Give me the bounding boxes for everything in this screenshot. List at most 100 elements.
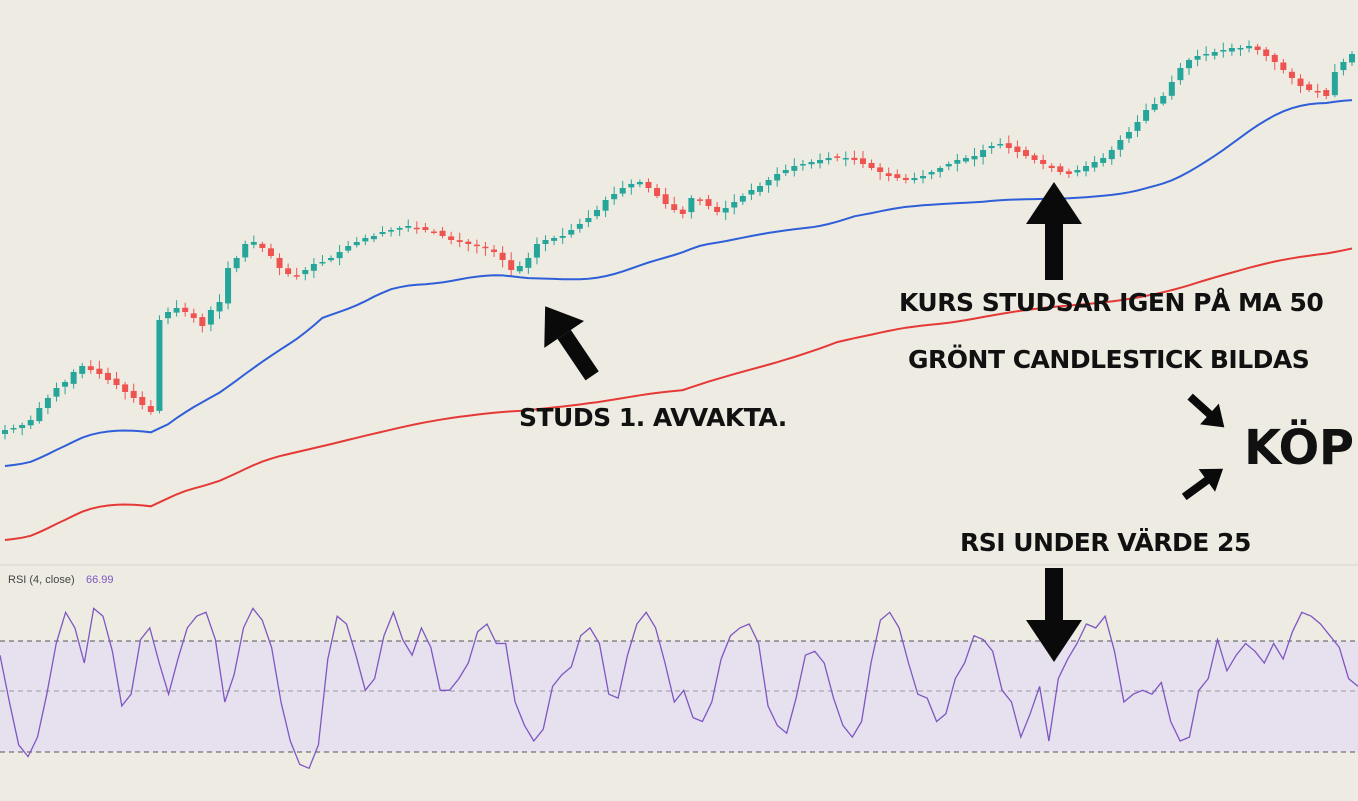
candle-body xyxy=(465,241,472,244)
candle-body xyxy=(87,366,94,370)
candle-body xyxy=(319,262,326,264)
annotation-kop: KÖP xyxy=(1244,419,1354,476)
candle-body xyxy=(328,258,335,261)
candle-body xyxy=(388,230,395,232)
candle-body xyxy=(748,190,755,195)
candle-body xyxy=(104,372,111,380)
candle-body xyxy=(216,302,223,312)
candle-body xyxy=(962,158,969,162)
candle-body xyxy=(405,226,412,228)
candle-body xyxy=(542,240,549,245)
candle-body xyxy=(757,186,764,192)
candle-body xyxy=(508,260,515,270)
candle-body xyxy=(945,164,952,167)
candle-body xyxy=(1108,150,1115,160)
candle-body xyxy=(885,173,892,176)
candle-body xyxy=(379,232,386,235)
candle-body xyxy=(688,198,695,213)
candle-body xyxy=(928,172,935,175)
candle-body xyxy=(285,268,292,274)
candle-body xyxy=(516,266,523,272)
ma200-line xyxy=(4,247,1353,541)
candle-body xyxy=(920,176,927,179)
candle-body xyxy=(911,178,918,181)
candle-body xyxy=(877,167,884,172)
candle-body xyxy=(1203,54,1210,56)
candle-body xyxy=(714,206,721,212)
rsi-line xyxy=(0,607,1358,770)
candle-body xyxy=(430,231,437,234)
candle-body xyxy=(1168,82,1175,96)
candle-body xyxy=(1117,140,1124,150)
candle-body xyxy=(113,378,120,385)
arrow-to-kop-from-bottom xyxy=(1181,468,1224,501)
candle-body xyxy=(353,242,360,246)
candle-body xyxy=(370,236,377,240)
candle-body xyxy=(628,184,635,188)
candle-body xyxy=(1297,78,1304,86)
candle-body xyxy=(1014,146,1021,152)
candle-body xyxy=(1254,46,1261,50)
candle-body xyxy=(165,312,172,319)
candle-body xyxy=(696,199,703,201)
candle-body xyxy=(242,244,249,258)
candle-body xyxy=(259,243,266,248)
candle-body xyxy=(842,158,849,160)
candle-body xyxy=(988,146,995,149)
candle-body xyxy=(705,199,712,206)
candle-body xyxy=(413,227,420,230)
rsi-indicator-label[interactable]: RSI (4, close) xyxy=(8,574,75,586)
candle-body xyxy=(533,244,540,258)
candle-body xyxy=(619,188,626,194)
candle-body xyxy=(1228,48,1235,52)
candle-body xyxy=(1091,162,1098,168)
candle-body xyxy=(1022,150,1029,156)
candle-body xyxy=(96,368,103,374)
candle-body xyxy=(1323,90,1330,96)
candle-body xyxy=(147,406,154,412)
candle-body xyxy=(1134,122,1141,131)
candle-body xyxy=(27,420,34,426)
candle-body xyxy=(593,210,600,217)
candle-body xyxy=(1005,143,1012,148)
candle-body xyxy=(791,166,798,171)
annotation-kurs-studsar: KURS STUDSAR IGEN PÅ MA 50 xyxy=(899,288,1323,317)
candle-body xyxy=(44,398,51,408)
candle-body xyxy=(585,218,592,223)
candle-body xyxy=(765,180,772,186)
candle-body xyxy=(645,181,652,188)
candle-body xyxy=(302,270,309,275)
candle-body xyxy=(1220,50,1227,52)
candle-body xyxy=(79,366,86,374)
candle-body xyxy=(568,230,575,235)
arrow-to-kop-from-top xyxy=(1187,393,1225,428)
candle-body xyxy=(2,430,8,434)
candle-body xyxy=(1040,159,1047,164)
candle-body xyxy=(902,177,909,180)
candles-layer xyxy=(2,40,1355,440)
candle-body xyxy=(602,200,609,211)
candle-body xyxy=(576,224,583,229)
candle-body xyxy=(817,160,824,164)
rsi-indicator-value: 66.99 xyxy=(86,574,114,586)
candle-body xyxy=(954,160,961,164)
candle-body xyxy=(679,209,686,214)
candle-body xyxy=(662,194,669,204)
candle-body xyxy=(1237,48,1244,50)
arrow-down-rsi xyxy=(1026,568,1082,662)
arrow-up-studs xyxy=(544,306,599,381)
candle-body xyxy=(1125,132,1132,139)
candle-body xyxy=(1246,46,1253,49)
candle-body xyxy=(971,156,978,160)
candle-body xyxy=(1048,165,1055,168)
candle-body xyxy=(654,188,661,196)
candle-body xyxy=(636,182,643,185)
candle-body xyxy=(1065,171,1072,174)
candle-body xyxy=(1151,104,1158,110)
arrow-up-ma50 xyxy=(1026,182,1082,280)
candle-body xyxy=(156,320,163,411)
candle-body xyxy=(293,275,300,277)
candle-body xyxy=(851,157,858,160)
candle-body xyxy=(422,227,429,230)
